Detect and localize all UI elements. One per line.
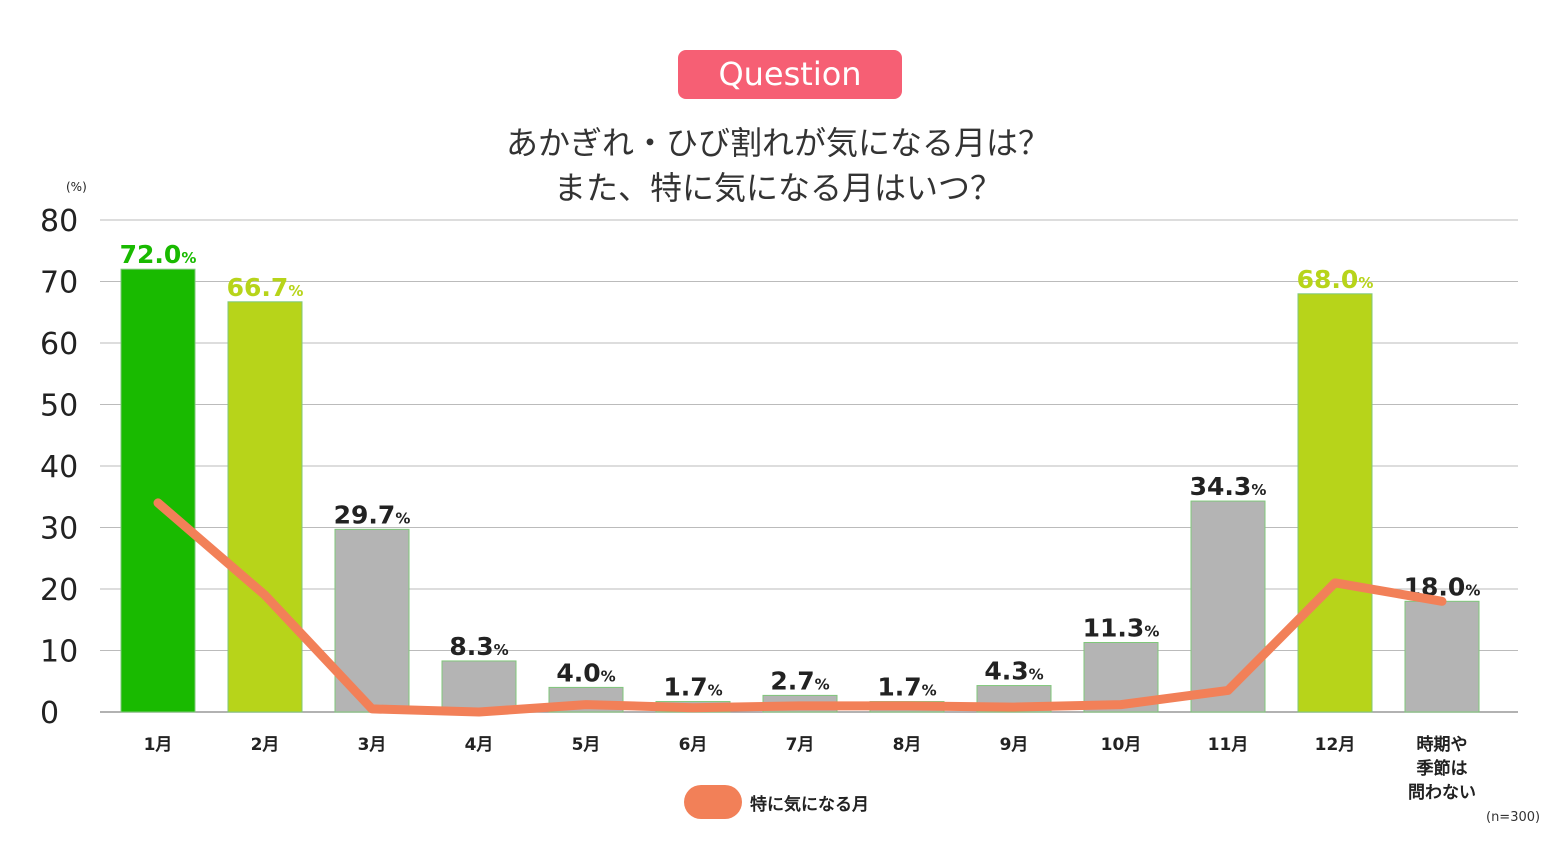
x-category-label: 4月 (465, 735, 494, 755)
y-tick-label: 50 (40, 389, 78, 424)
data-label: 66.7% (227, 273, 304, 302)
bar (1190, 500, 1266, 713)
data-label: 2.7% (770, 666, 829, 695)
y-tick-label: 0 (40, 696, 59, 731)
legend: 特に気になる月 (684, 784, 869, 820)
data-label: 4.3% (984, 657, 1043, 686)
bar (441, 660, 517, 713)
x-category-label: 10月 (1101, 735, 1142, 755)
data-label: 68.0% (1297, 265, 1374, 294)
x-category-label: 2月 (251, 735, 280, 755)
x-category-label: 11月 (1208, 735, 1249, 755)
data-label: 4.0% (556, 658, 615, 687)
data-label: 1.7% (877, 673, 936, 702)
y-tick-label: 20 (40, 573, 78, 608)
bar (1404, 600, 1480, 713)
y-tick-label: 30 (40, 512, 78, 547)
data-label: 8.3% (449, 632, 508, 661)
x-category-label: 問わない (1408, 783, 1476, 803)
bar (120, 268, 196, 713)
x-category-label: 6月 (679, 735, 708, 755)
chart-title-line1: あかぎれ・ひび割れが気になる月は？ (505, 124, 1050, 162)
x-category-label: 8月 (893, 735, 922, 755)
sample-size-note: (n=300) (1486, 810, 1541, 825)
y-tick-label: 80 (40, 204, 78, 239)
y-tick-label: 70 (40, 266, 78, 301)
y-tick-label: 40 (40, 450, 78, 485)
x-category-label: 1月 (144, 735, 173, 755)
legend-label: 特に気になる月 (750, 794, 869, 815)
bar (227, 301, 303, 713)
data-label: 11.3% (1083, 614, 1160, 643)
x-category-label: 7月 (786, 735, 815, 755)
data-label: 72.0% (120, 240, 197, 269)
question-badge: Question (678, 50, 902, 99)
x-category-label: 12月 (1315, 735, 1356, 755)
x-category-label: 季節は (1417, 758, 1468, 779)
x-category-label: 3月 (358, 735, 387, 755)
bar (1297, 293, 1373, 713)
series-line (153, 498, 1447, 717)
x-category-label: 5月 (572, 735, 601, 755)
data-label: 1.7% (663, 673, 722, 702)
data-label: 34.3% (1190, 472, 1267, 501)
x-category-label: 9月 (1000, 735, 1029, 755)
x-category-label: 時期や (1417, 734, 1468, 755)
legend-swatch-line (684, 785, 742, 819)
y-tick-label: 10 (40, 635, 78, 670)
y-axis-unit: (%) (66, 180, 87, 194)
data-label: 29.7% (334, 500, 411, 529)
y-tick-label: 60 (40, 327, 78, 362)
chart-title-line2: また、特に気になる月はいつ？ (553, 169, 1002, 207)
